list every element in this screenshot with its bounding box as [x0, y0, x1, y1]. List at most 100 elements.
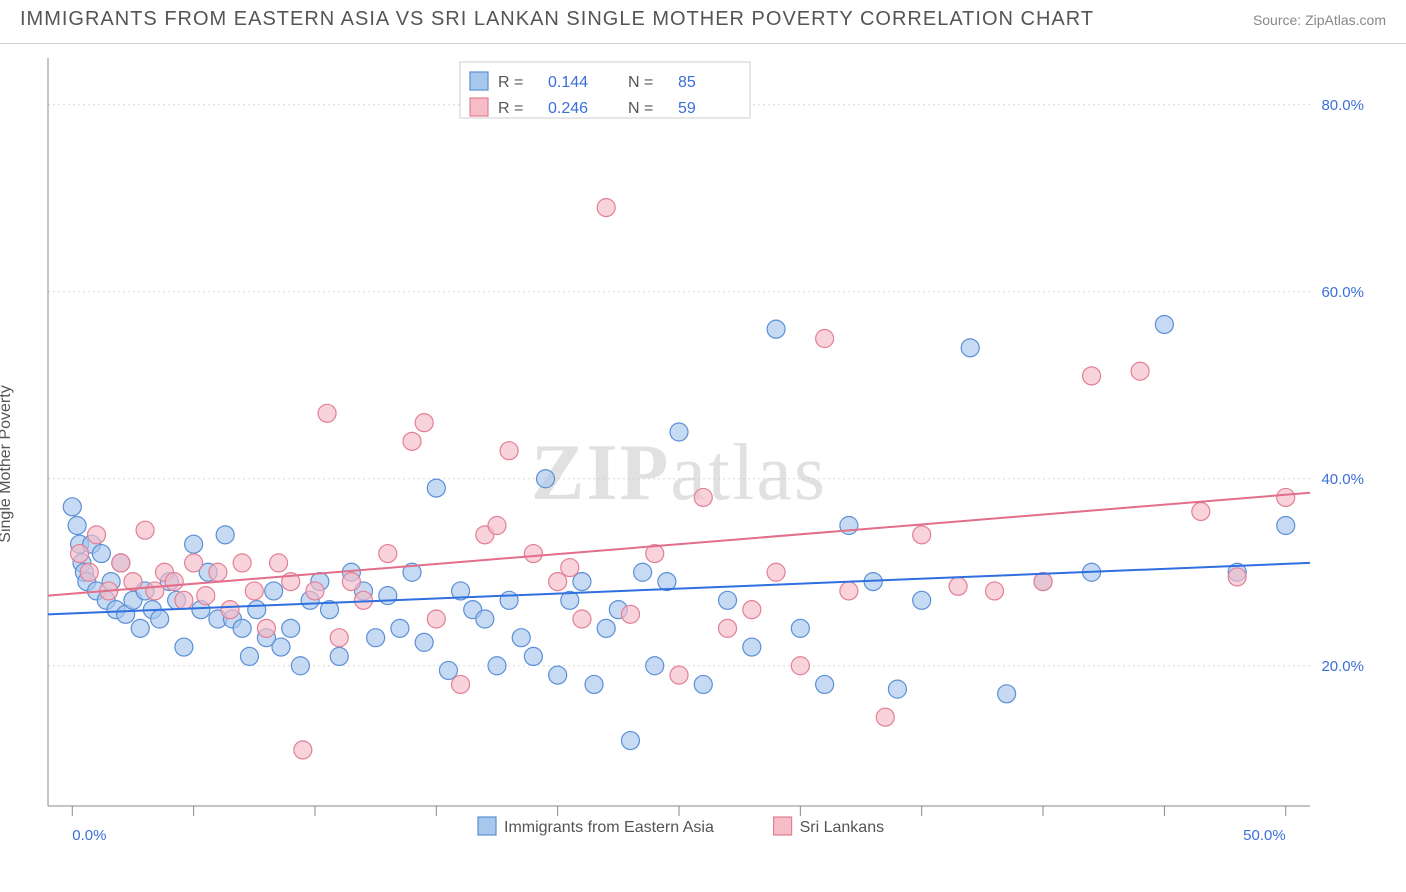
data-point [342, 573, 360, 591]
scatter-chart: 20.0%40.0%60.0%80.0%ZIPatlas0.0%50.0%R =… [0, 44, 1406, 884]
data-point [248, 601, 266, 619]
data-point [1083, 367, 1101, 385]
data-point [197, 587, 215, 605]
data-point [1192, 502, 1210, 520]
y-tick-label: 60.0% [1321, 284, 1364, 301]
data-point [185, 554, 203, 572]
legend-n-label: N = [628, 100, 653, 117]
data-point [488, 657, 506, 675]
source-label: Source: [1253, 12, 1301, 28]
data-point [294, 741, 312, 759]
chart-header: IMMIGRANTS FROM EASTERN ASIA VS SRI LANK… [0, 0, 1406, 44]
data-point [913, 526, 931, 544]
data-point [694, 488, 712, 506]
data-point [151, 610, 169, 628]
y-axis-label: Single Mother Poverty [0, 385, 15, 542]
data-point [1155, 315, 1173, 333]
data-point [549, 573, 567, 591]
data-point [670, 423, 688, 441]
data-point [670, 666, 688, 684]
data-point [621, 605, 639, 623]
data-point [318, 404, 336, 422]
data-point [998, 685, 1016, 703]
legend-series-label: Sri Lankans [800, 819, 885, 836]
data-point [1131, 362, 1149, 380]
data-point [561, 559, 579, 577]
data-point [131, 619, 149, 637]
data-point [840, 582, 858, 600]
data-point [597, 199, 615, 217]
legend-swatch [478, 817, 496, 835]
data-point [415, 414, 433, 432]
data-point [512, 629, 530, 647]
data-point [767, 320, 785, 338]
x-tick-label: 0.0% [72, 827, 106, 844]
legend-r-label: R = [498, 74, 523, 91]
data-point [71, 545, 89, 563]
data-point [791, 619, 809, 637]
data-point [245, 582, 263, 600]
data-point [1228, 568, 1246, 586]
data-point [488, 517, 506, 535]
data-point [391, 619, 409, 637]
data-point [1277, 488, 1295, 506]
data-point [876, 708, 894, 726]
data-point [427, 479, 445, 497]
data-point [291, 657, 309, 675]
data-point [427, 610, 445, 628]
data-point [233, 554, 251, 572]
data-point [549, 666, 567, 684]
data-point [888, 680, 906, 698]
data-point [694, 675, 712, 693]
data-point [524, 545, 542, 563]
data-point [634, 563, 652, 581]
legend-swatch [470, 72, 488, 90]
data-point [476, 610, 494, 628]
legend-r-value: 0.246 [548, 100, 588, 117]
data-point [88, 526, 106, 544]
legend-n-value: 85 [678, 74, 696, 91]
data-point [816, 330, 834, 348]
data-point [175, 638, 193, 656]
data-point [949, 577, 967, 595]
data-point [68, 517, 86, 535]
data-point [221, 601, 239, 619]
watermark: ZIPatlas [531, 429, 827, 517]
legend-series-label: Immigrants from Eastern Asia [504, 819, 714, 836]
chart-title: IMMIGRANTS FROM EASTERN ASIA VS SRI LANK… [20, 8, 1094, 31]
data-point [265, 582, 283, 600]
source-attribution: Source: ZipAtlas.com [1253, 12, 1386, 28]
data-point [80, 563, 98, 581]
data-point [415, 633, 433, 651]
data-point [452, 675, 470, 693]
data-point [403, 432, 421, 450]
data-point [961, 339, 979, 357]
data-point [573, 610, 591, 628]
data-point [986, 582, 1004, 600]
data-point [621, 732, 639, 750]
data-point [913, 591, 931, 609]
data-point [136, 521, 154, 539]
data-point [240, 647, 258, 665]
data-point [330, 629, 348, 647]
data-point [257, 619, 275, 637]
data-point [282, 619, 300, 637]
data-point [63, 498, 81, 516]
data-point [165, 573, 183, 591]
data-point [146, 582, 164, 600]
data-point [185, 535, 203, 553]
legend-swatch [774, 817, 792, 835]
data-point [330, 647, 348, 665]
data-point [767, 563, 785, 581]
data-point [524, 647, 542, 665]
data-point [367, 629, 385, 647]
data-point [816, 675, 834, 693]
y-tick-label: 40.0% [1321, 471, 1364, 488]
y-tick-label: 80.0% [1321, 97, 1364, 114]
data-point [175, 591, 193, 609]
data-point [719, 619, 737, 637]
data-point [439, 661, 457, 679]
source-name: ZipAtlas.com [1305, 12, 1386, 28]
data-point [209, 563, 227, 581]
data-point [500, 442, 518, 460]
